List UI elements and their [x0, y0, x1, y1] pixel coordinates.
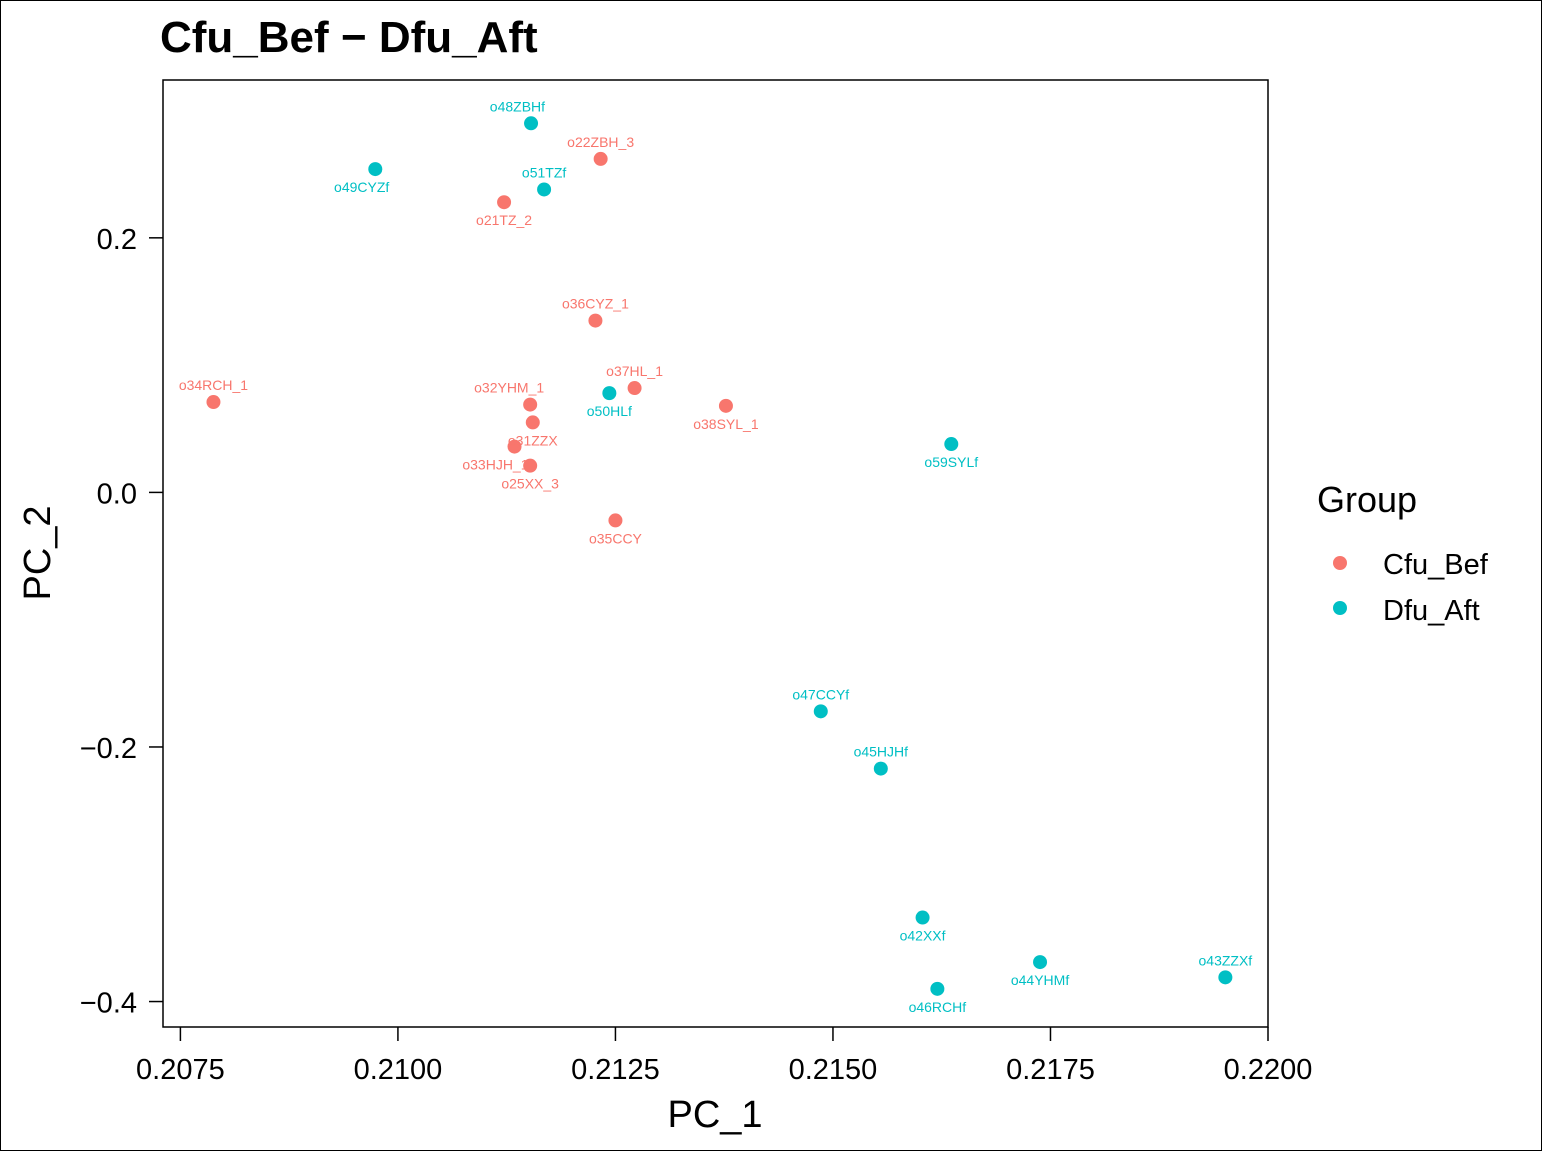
point-label: o47CCYf [792, 686, 849, 702]
y-tick-label: 0.2 [97, 224, 137, 256]
legend: Group Cfu_Bef Dfu_Aft [1317, 479, 1489, 627]
point-label: o38SYL_1 [693, 416, 759, 432]
point-cfu-bef [206, 395, 220, 409]
x-tick-label: 0.2100 [354, 1054, 443, 1086]
x-tick-label: 0.2200 [1224, 1054, 1313, 1086]
point-cfu-bef [588, 314, 602, 328]
point-label: o51TZf [522, 164, 566, 180]
point-dfu-aft [1218, 970, 1232, 984]
point-cfu-bef [628, 381, 642, 395]
y-tick-label: −0.2 [80, 733, 137, 765]
point-dfu-aft [814, 704, 828, 718]
point-label: o37HL_1 [606, 363, 663, 379]
point-label: o32YHM_1 [474, 380, 544, 396]
point-dfu-aft [537, 182, 551, 196]
point-cfu-bef [594, 152, 608, 166]
point-dfu-aft [874, 762, 888, 776]
legend-swatch-dfu-aft [1333, 601, 1347, 615]
y-tick-label: −0.4 [80, 988, 137, 1020]
point-label: o34RCH_1 [179, 377, 248, 393]
point-cfu-bef [526, 415, 540, 429]
point-dfu-aft [602, 386, 616, 400]
point-dfu-aft [1033, 955, 1047, 969]
point-dfu-aft [368, 162, 382, 176]
point-label: o31ZZX [508, 432, 558, 448]
point-label: o43ZZXf [1199, 952, 1253, 968]
point-cfu-bef [608, 513, 622, 527]
point-label: o25XX_3 [501, 476, 559, 492]
point-cfu-bef [497, 195, 511, 209]
point-dfu-aft [524, 116, 538, 130]
legend-swatch-cfu-bef [1333, 556, 1347, 570]
y-axis: −0.4 −0.2 0.0 0.2 [80, 224, 163, 1020]
point-label: o49CYZf [334, 179, 389, 195]
point-dfu-aft [944, 437, 958, 451]
legend-title: Group [1317, 479, 1417, 520]
point-label: o44YHMf [1011, 972, 1069, 988]
x-tick-label: 0.2175 [1006, 1054, 1095, 1086]
point-dfu-aft [930, 982, 944, 996]
x-tick-label: 0.2075 [136, 1054, 225, 1086]
y-tick-label: 0.0 [97, 478, 137, 510]
point-label: o48ZBHf [490, 98, 545, 114]
point-label: o50HLf [587, 403, 632, 419]
y-axis-title: PC_2 [17, 505, 59, 600]
legend-label-cfu-bef: Cfu_Bef [1383, 549, 1489, 581]
point-label: o42XXf [900, 928, 946, 944]
legend-label-dfu-aft: Dfu_Aft [1383, 595, 1480, 627]
x-tick-label: 0.2150 [789, 1054, 878, 1086]
point-label: o22ZBH_3 [567, 134, 634, 150]
point-dfu-aft [916, 911, 930, 925]
point-label: o33HJH_1 [462, 457, 528, 473]
plot-panel [163, 80, 1268, 1027]
point-label: o35CCY [589, 530, 643, 546]
point-label: o45HJHf [854, 744, 909, 760]
point-label: o21TZ_2 [476, 212, 532, 228]
point-cfu-bef [719, 399, 733, 413]
point-label: o46RCHf [909, 999, 967, 1015]
point-label: o59SYLf [924, 454, 978, 470]
point-label: o36CYZ_1 [562, 296, 629, 312]
x-axis-title: PC_1 [667, 1094, 762, 1136]
x-tick-label: 0.2125 [571, 1054, 660, 1086]
chart-title: Cfu_Bef − Dfu_Aft [160, 13, 538, 62]
point-cfu-bef [523, 398, 537, 412]
x-axis: 0.2075 0.2100 0.2125 0.2150 0.2175 0.2200 [136, 1027, 1312, 1086]
